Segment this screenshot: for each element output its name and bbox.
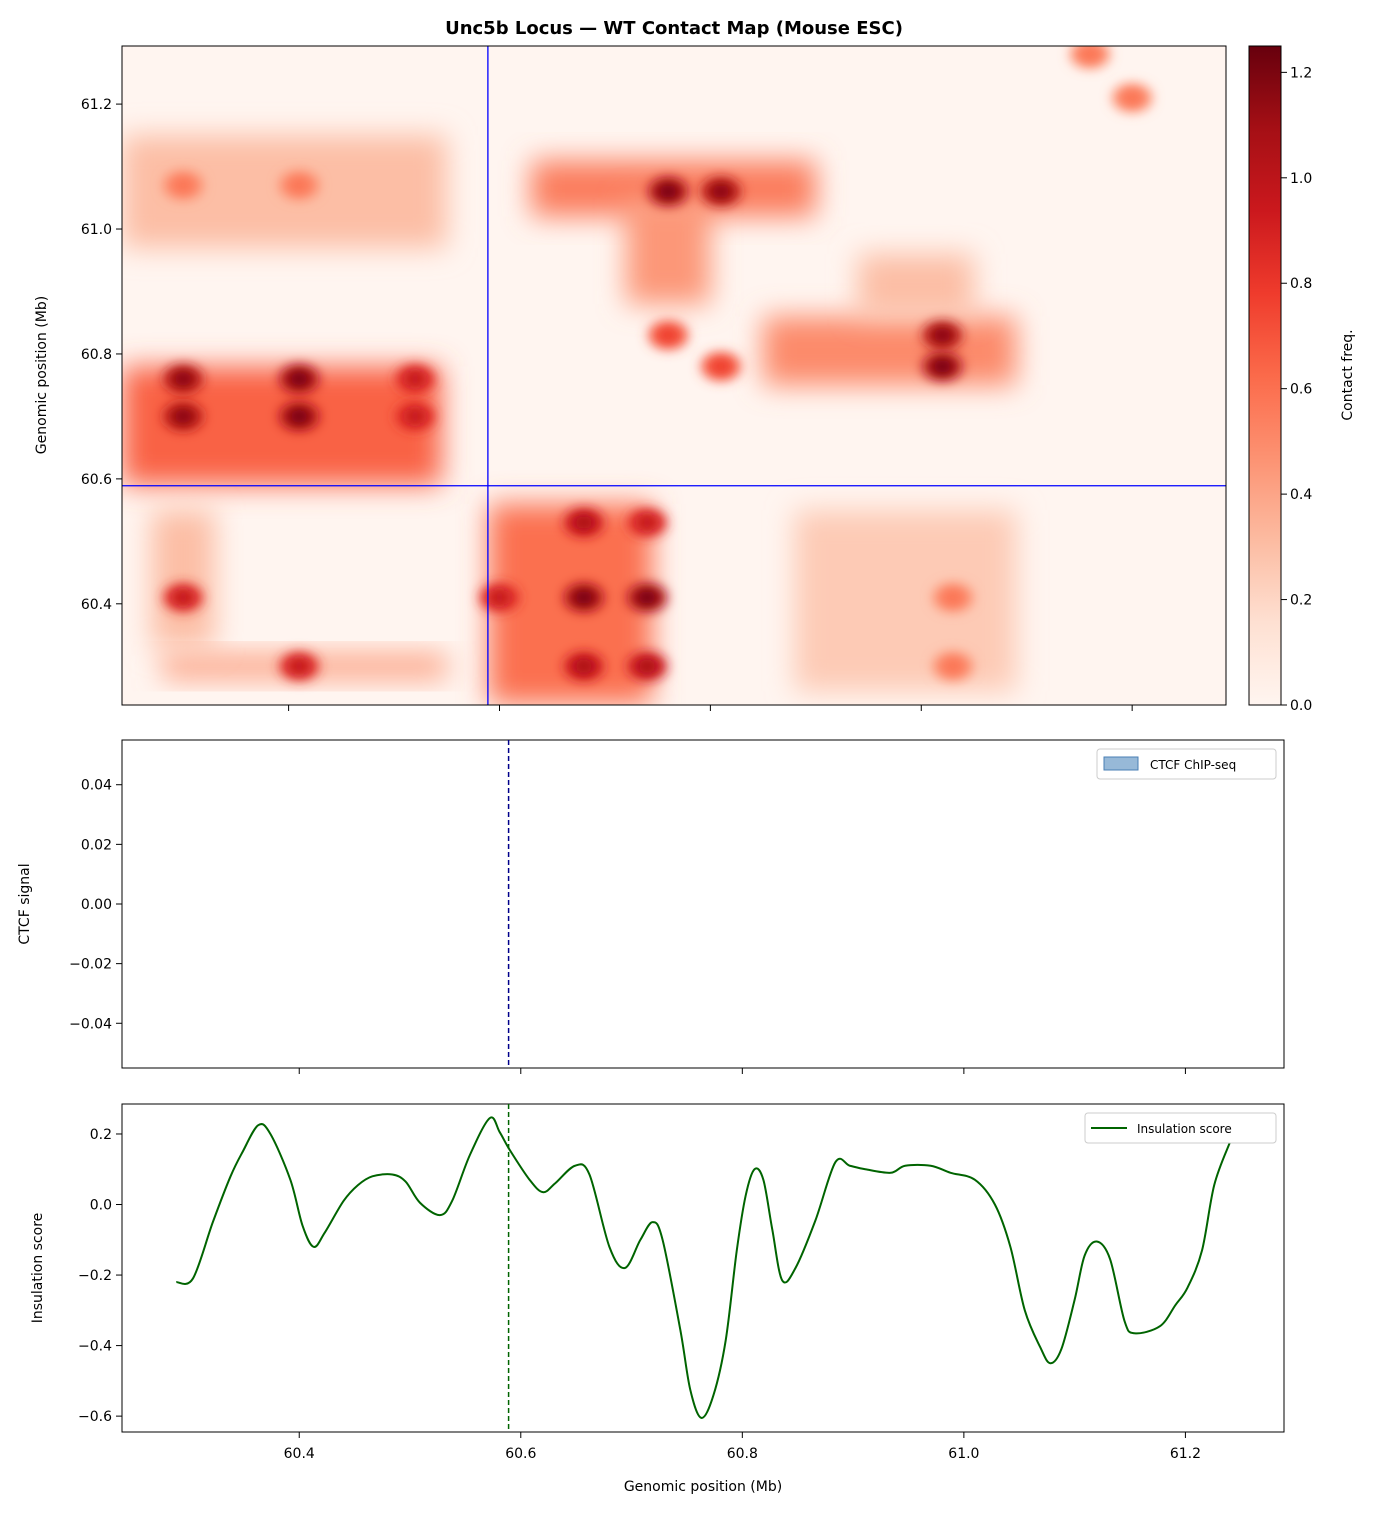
ctcf-ytick-label: 0.04 — [81, 778, 112, 794]
heatmap-peak-core — [174, 178, 193, 193]
heatmap-domain — [858, 254, 974, 317]
ctcf-legend: CTCF ChIP-seq — [1096, 748, 1277, 780]
heatmap-peak-core — [943, 590, 962, 605]
insulation-ytick-label: 0.2 — [90, 1127, 112, 1143]
insulation-legend: Insulation score — [1084, 1112, 1277, 1144]
insulation-ytick-label: −0.4 — [78, 1339, 112, 1355]
heatmap-peak-core — [490, 590, 509, 605]
ctcf-ytick-label: 0.02 — [81, 837, 112, 853]
heatmap-domain — [151, 510, 215, 648]
ctcf-ytick-label: −0.04 — [69, 1016, 112, 1032]
ctcf-ytick-label: −0.02 — [69, 957, 112, 973]
insulation-ytick-label: −0.6 — [78, 1409, 112, 1425]
colorbar-tick-label: 0.2 — [1290, 593, 1312, 609]
heatmap-peak-core — [711, 359, 730, 374]
heatmap-peak-core — [290, 409, 309, 424]
heatmap-peak-core — [290, 178, 309, 193]
heatmap-peak-core — [174, 371, 193, 386]
colorbar-tick-label: 1.2 — [1290, 65, 1312, 81]
colorbar-tick-label: 0.8 — [1290, 276, 1312, 292]
heatmap-peak-core — [711, 184, 730, 199]
heatmap-domain — [626, 197, 711, 304]
insulation-ytick-label: 0.0 — [90, 1198, 112, 1214]
heatmap-peak-core — [638, 515, 657, 530]
colorbar-tick-label: 1.0 — [1290, 171, 1312, 187]
heatmap-peak-core — [406, 409, 425, 424]
colorbar-label: Contact freq. — [1340, 329, 1356, 420]
insulation-legend-label: Insulation score — [1137, 1122, 1232, 1136]
heatmap-ytick-label: 60.6 — [81, 472, 112, 488]
heatmap-peak-core — [174, 409, 193, 424]
insulation-xlabel: Genomic position (Mb) — [624, 1479, 782, 1495]
heatmap-peak-core — [638, 659, 657, 674]
insulation-panel — [121, 1103, 1285, 1433]
heatmap-peak-core — [933, 359, 952, 374]
heatmap-peak-core — [290, 659, 309, 674]
heatmap-ylabel: Genomic position (Mb) — [34, 296, 50, 454]
heatmap-peak-core — [406, 371, 425, 386]
colorbar-tick-label: 0.6 — [1290, 382, 1312, 398]
heatmap-peak-core — [638, 590, 657, 605]
chart-title: Unc5b Locus — WT Contact Map (Mouse ESC) — [445, 18, 903, 39]
insulation-ytick-label: −0.2 — [78, 1268, 112, 1284]
colorbar — [1248, 45, 1282, 706]
ctcf-ylabel: CTCF signal — [17, 863, 33, 944]
heatmap-ytick-label: 61.2 — [81, 97, 112, 113]
insulation-ylabel: Insulation score — [30, 1213, 46, 1324]
insulation-xtick-label: 61.2 — [1170, 1446, 1201, 1462]
ctcf-panel — [121, 739, 1285, 1069]
heatmap-peak-core — [1080, 47, 1099, 62]
insulation-xtick-label: 61.0 — [948, 1446, 979, 1462]
heatmap-peak-core — [933, 328, 952, 343]
ctcf-legend-swatch — [1103, 756, 1139, 771]
ctcf-ytick-label: 0.00 — [81, 897, 112, 913]
colorbar-tick-label: 0.0 — [1290, 698, 1312, 714]
heatmap-peak-core — [574, 659, 593, 674]
insulation-xtick-label: 60.4 — [284, 1446, 315, 1462]
insulation-xtick-label: 60.6 — [505, 1446, 536, 1462]
colorbar-tick-label: 0.4 — [1290, 487, 1312, 503]
heatmap-peak-core — [290, 371, 309, 386]
heatmap-peak-core — [574, 515, 593, 530]
heatmap-ytick-label: 61.0 — [81, 222, 112, 238]
insulation-xtick-label: 60.8 — [727, 1446, 758, 1462]
heatmap-ytick-label: 60.8 — [81, 347, 112, 363]
heatmap-peak-core — [574, 590, 593, 605]
insulation-score-line — [176, 1116, 1231, 1419]
ctcf-legend-label: CTCF ChIP-seq — [1150, 758, 1236, 772]
heatmap-ytick-label: 60.4 — [81, 597, 112, 613]
heatmap-peak-core — [659, 328, 678, 343]
heatmap-domain — [763, 316, 1017, 386]
heatmap — [122, 46, 1226, 705]
heatmap-peak-core — [659, 184, 678, 199]
heatmap-peak-core — [1123, 90, 1142, 105]
heatmap-peak-core — [943, 659, 962, 674]
heatmap-peak-core — [174, 590, 193, 605]
heatmap-domain — [794, 510, 1017, 692]
